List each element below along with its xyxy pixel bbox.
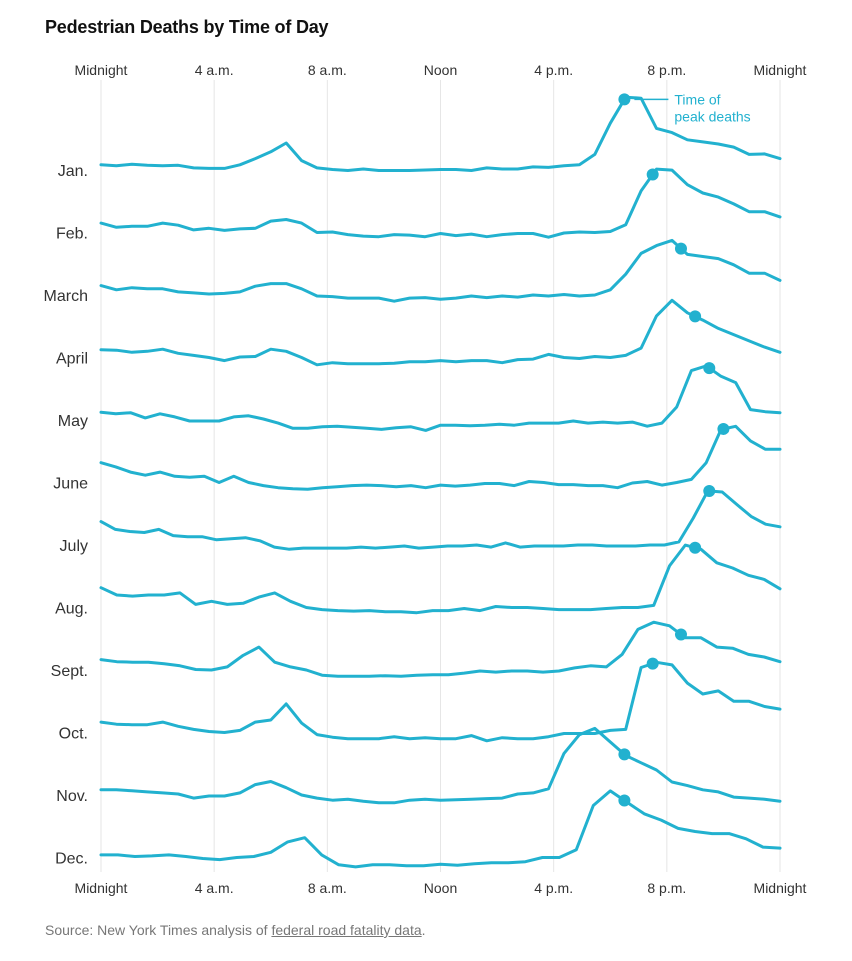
- x-tick-label-top: Midnight: [75, 62, 128, 78]
- source-prefix: Source: New York Times analysis of: [45, 922, 272, 938]
- series-line: [99, 298, 782, 367]
- source-note: Source: New York Times analysis of feder…: [45, 922, 426, 938]
- peak-point: [703, 485, 716, 498]
- x-tick-label-top: 8 p.m.: [647, 62, 686, 78]
- x-tick-label-bottom: 8 p.m.: [647, 880, 686, 896]
- x-tick-label-top: Midnight: [754, 62, 807, 78]
- series-label: Aug.: [55, 601, 88, 618]
- series-line: [99, 167, 782, 239]
- series-label: May: [58, 413, 88, 430]
- series-line: [99, 543, 782, 615]
- peak-point: [646, 168, 659, 181]
- peak-point: [674, 628, 687, 641]
- series-label: Feb.: [56, 226, 88, 243]
- series-label: June: [53, 476, 88, 493]
- series-line: [99, 364, 782, 432]
- peak-point: [717, 422, 730, 435]
- x-tick-label-top: 8 a.m.: [308, 62, 347, 78]
- series-label: Oct.: [59, 726, 88, 743]
- series-label: Dec.: [55, 851, 88, 868]
- chart-title: Pedestrian Deaths by Time of Day: [45, 17, 329, 37]
- peak-point: [689, 310, 702, 323]
- x-tick-label-bottom: 4 a.m.: [195, 880, 234, 896]
- peak-point: [646, 657, 659, 670]
- series-line: [99, 620, 782, 678]
- peak-point: [618, 93, 631, 106]
- x-tick-label-top: 4 p.m.: [534, 62, 573, 78]
- peak-point: [674, 242, 687, 255]
- series-line: [99, 726, 782, 805]
- series-line: [99, 660, 782, 743]
- source-suffix: .: [421, 922, 426, 938]
- peak-point: [703, 362, 716, 375]
- series-label: Jan.: [58, 163, 88, 180]
- x-tick-label-bottom: Midnight: [75, 880, 128, 896]
- peak-point: [689, 541, 702, 554]
- series-line: [99, 789, 782, 869]
- series-label: April: [56, 351, 88, 368]
- peak-point: [618, 748, 631, 761]
- x-tick-label-top: Noon: [424, 62, 457, 78]
- x-tick-label-bottom: 8 a.m.: [308, 880, 347, 896]
- x-tick-label-bottom: 4 p.m.: [534, 880, 573, 896]
- series-line: [99, 238, 782, 303]
- series-label: Sept.: [51, 663, 88, 680]
- peak-point: [618, 794, 631, 807]
- x-tick-label-bottom: Midnight: [754, 880, 807, 896]
- x-tick-label-bottom: Noon: [424, 880, 457, 896]
- annotation-text: Time of: [674, 91, 720, 107]
- series-line: [99, 95, 782, 172]
- series-line: [99, 424, 782, 491]
- series-label: Nov.: [56, 788, 88, 805]
- source-link[interactable]: federal road fatality data: [271, 922, 422, 938]
- series-line: [99, 489, 782, 551]
- series-label: March: [44, 288, 88, 305]
- x-tick-label-top: 4 a.m.: [195, 62, 234, 78]
- annotation-text: peak deaths: [674, 108, 750, 124]
- series-label: July: [60, 538, 88, 555]
